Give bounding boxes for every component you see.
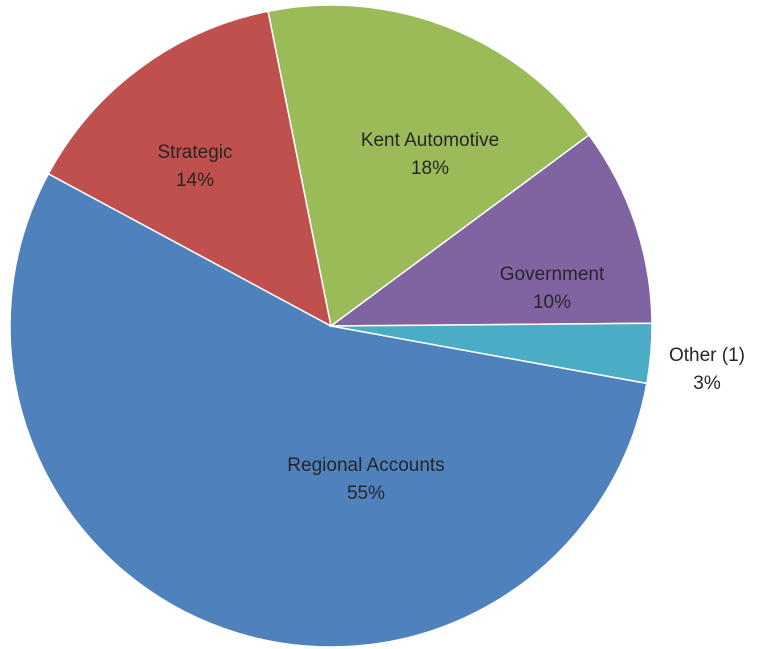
slice-label: Strategic 14% (158, 142, 233, 191)
category-label: Government (500, 264, 605, 285)
slice-label: Government 10% (500, 264, 605, 313)
slice-label: Other (1) 3% (669, 345, 745, 394)
value-label: 14% (176, 170, 214, 191)
slice-label: Kent Automotive 18% (361, 130, 499, 179)
value-label: 3% (693, 373, 721, 394)
category-label: Kent Automotive (361, 130, 499, 151)
pie-slice (328, 134, 653, 327)
pie-slice (267, 4, 591, 328)
slice-label: Regional Accounts 55% (287, 455, 444, 504)
category-label: Regional Accounts (287, 455, 444, 476)
pie-slice (47, 10, 333, 328)
category-label: Strategic (158, 142, 233, 163)
pie-slice (9, 172, 648, 648)
pie-slice (330, 322, 653, 385)
category-label: Other (1) (669, 345, 745, 366)
value-label: 10% (533, 292, 571, 313)
value-label: 55% (347, 483, 385, 504)
value-label: 18% (411, 158, 449, 179)
